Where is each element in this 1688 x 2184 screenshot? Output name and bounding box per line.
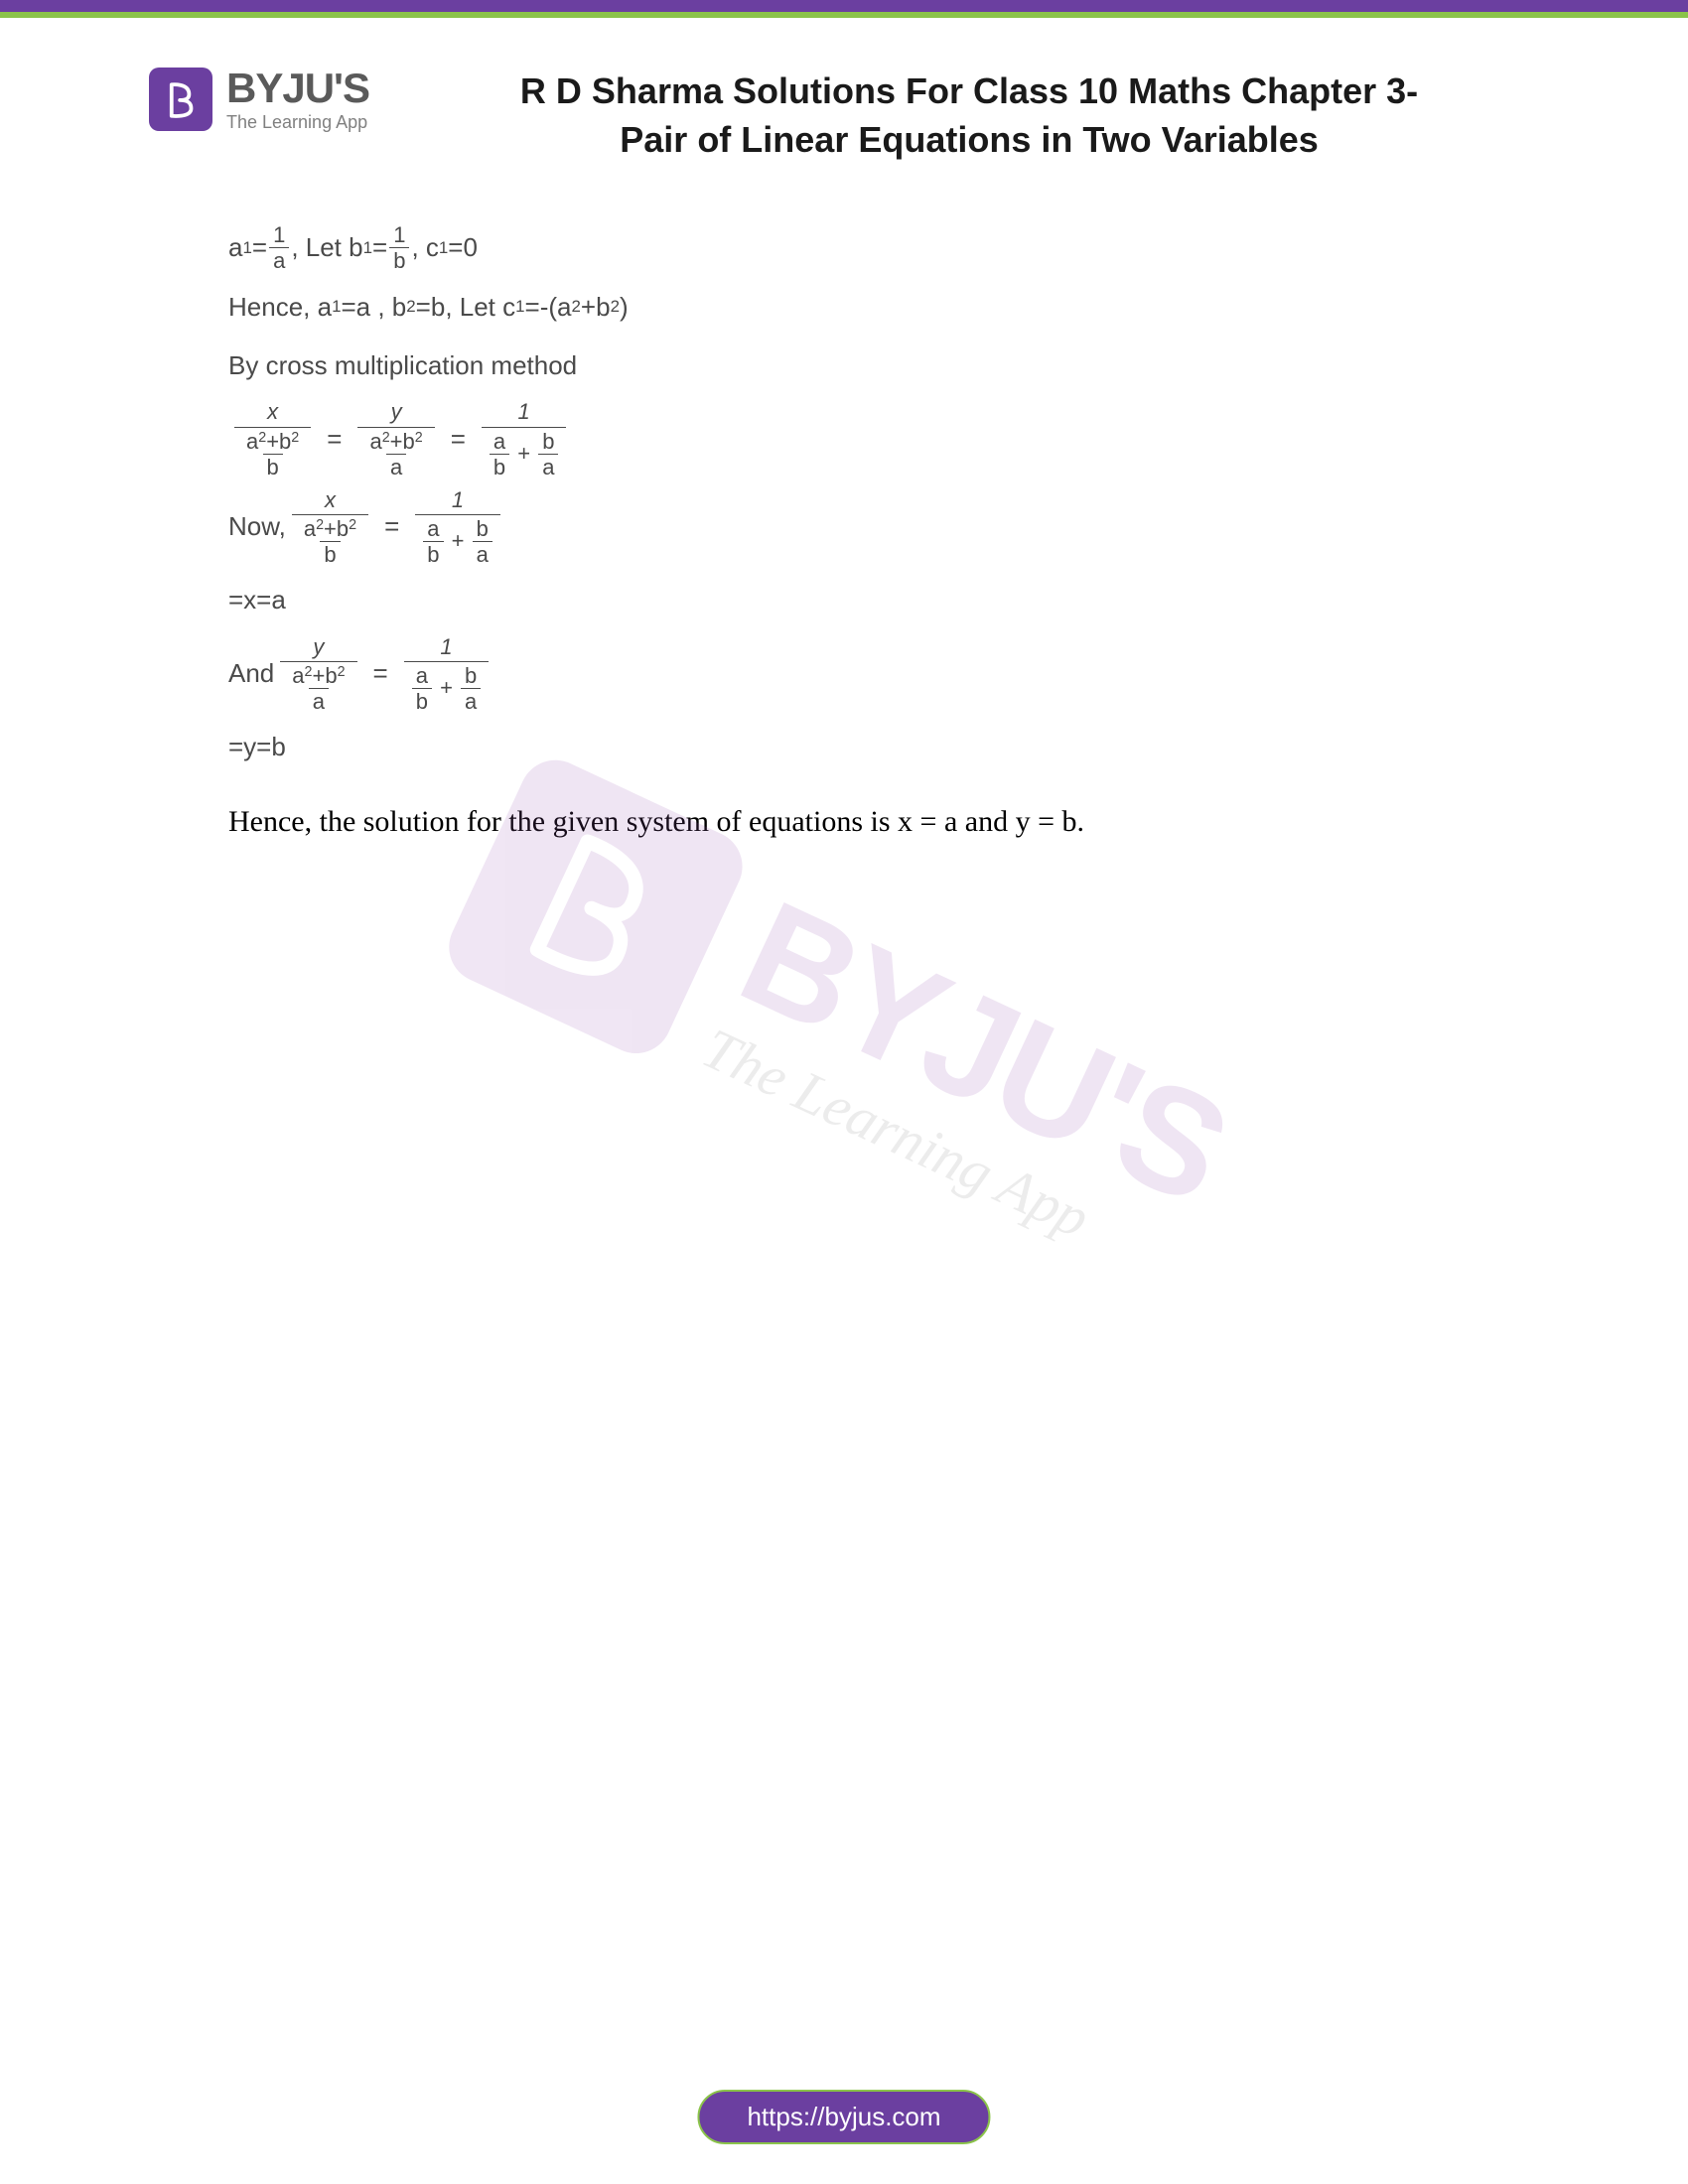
l2-a: Hence, a	[228, 283, 332, 332]
bf-1-f1: a b	[490, 430, 509, 478]
l2-f: )	[620, 283, 629, 332]
bf-y-in-num: a2+b2	[365, 430, 426, 454]
top-brand-band	[0, 0, 1688, 18]
l1-f2-den: b	[389, 247, 409, 272]
bf-y-den: a2+b2 a	[357, 427, 434, 478]
bf-y-in-den: a	[386, 454, 406, 478]
l1-frac2: 1 b	[389, 223, 409, 272]
watermark-text: BYJU'S The Learning App	[694, 877, 1245, 1286]
bf-1-f2: b a	[538, 430, 558, 478]
l2-d: =-(a	[525, 283, 572, 332]
bf-y-inner: a2+b2 a	[365, 430, 426, 478]
l1-f2-num: 1	[389, 223, 409, 247]
and-bf-1: 1 a b + b a	[404, 635, 490, 713]
math-and-row: And y a2+b2 a = 1 a b + b a	[228, 635, 1460, 713]
l1-sub2: 1	[363, 232, 372, 264]
bf-x-num: x	[261, 400, 284, 426]
math-line-1: a1= 1 a , Let b1= 1 b , c1=0	[228, 223, 1460, 272]
logo-icon	[160, 78, 202, 120]
l2-s1: 1	[332, 291, 341, 323]
l2-e: +b	[581, 283, 611, 332]
l1-f1-num: 1	[269, 223, 289, 247]
title-line-1: R D Sharma Solutions For Class 10 Maths …	[520, 70, 1418, 111]
l2-p1: 2	[572, 291, 581, 323]
bf-x: x a2+b2 b	[234, 400, 311, 478]
bf-x-in-num: a2+b2	[242, 430, 303, 454]
logo-badge	[149, 68, 212, 131]
math-eq-row: x a2+b2 b = y a2+b2 a = 1 a	[228, 400, 1460, 478]
bf-1-den: a b + b a	[482, 427, 567, 478]
res1: =x=a	[228, 576, 286, 624]
bf-x-inner: a2+b2 b	[242, 430, 303, 478]
eq1: =	[327, 415, 342, 464]
l2-s3: 1	[515, 291, 524, 323]
l1-sub: 1	[242, 232, 251, 264]
and-label: And	[228, 649, 274, 698]
now-bf-1: 1 a b + b a	[415, 488, 500, 566]
eq3: =	[384, 502, 399, 551]
math-now-row: Now, x a2+b2 b = 1 a b + b a	[228, 488, 1460, 566]
logo-tagline: The Learning App	[226, 113, 369, 131]
bf-y-num: y	[385, 400, 408, 426]
result-x: =x=a	[228, 576, 1460, 624]
page-header: BYJU'S The Learning App R D Sharma Solut…	[0, 18, 1688, 194]
math-line-2: Hence, a1 =a , b2 =b, Let c1 =-(a2 +b2 )	[228, 283, 1460, 332]
title-line-2: Pair of Linear Equations in Two Variable…	[620, 119, 1319, 160]
conclusion-text: Hence, the solution for the given system…	[228, 793, 1460, 850]
logo-block: BYJU'S The Learning App	[149, 68, 369, 131]
and-bf-y: y a2+b2 a	[280, 635, 356, 713]
l1-tail2: =0	[448, 223, 478, 272]
bf-y: y a2+b2 a	[357, 400, 434, 478]
l2-c: =b, Let c	[416, 283, 515, 332]
logo-text: BYJU'S The Learning App	[226, 68, 369, 131]
eq4: =	[373, 649, 388, 698]
l1-tail: , c	[411, 223, 438, 272]
l1-mid: , Let b	[291, 223, 362, 272]
l1-f1-den: a	[269, 247, 289, 272]
document-title: R D Sharma Solutions For Class 10 Maths …	[369, 68, 1539, 164]
logo-main-text: BYJU'S	[226, 68, 369, 109]
watermark-main: BYJU'S	[722, 877, 1245, 1226]
bf-1-num: 1	[512, 400, 536, 426]
math-line-3: By cross multiplication method	[228, 341, 1460, 390]
bf-1: 1 a b + b a	[482, 400, 567, 478]
l2-p2: 2	[611, 291, 620, 323]
footer-url: https://byjus.com	[697, 2090, 990, 2144]
l3-text: By cross multiplication method	[228, 341, 577, 390]
watermark-tag: The Learning App	[694, 1019, 1179, 1286]
now-label: Now,	[228, 502, 286, 551]
result-y: =y=b	[228, 723, 1460, 771]
l1-sub3: 1	[439, 232, 448, 264]
res2: =y=b	[228, 723, 286, 771]
l1-a: a	[228, 223, 242, 272]
l2-s2: 2	[406, 291, 415, 323]
l1-frac1: 1 a	[269, 223, 289, 272]
l2-b: =a , b	[341, 283, 406, 332]
bf-x-den: a2+b2 b	[234, 427, 311, 478]
now-bf-x: x a2+b2 b	[292, 488, 368, 566]
content-body: a1= 1 a , Let b1= 1 b , c1=0 Hence, a1 =…	[0, 194, 1688, 850]
bf-x-in-den: b	[263, 454, 283, 478]
eq2: =	[451, 415, 466, 464]
